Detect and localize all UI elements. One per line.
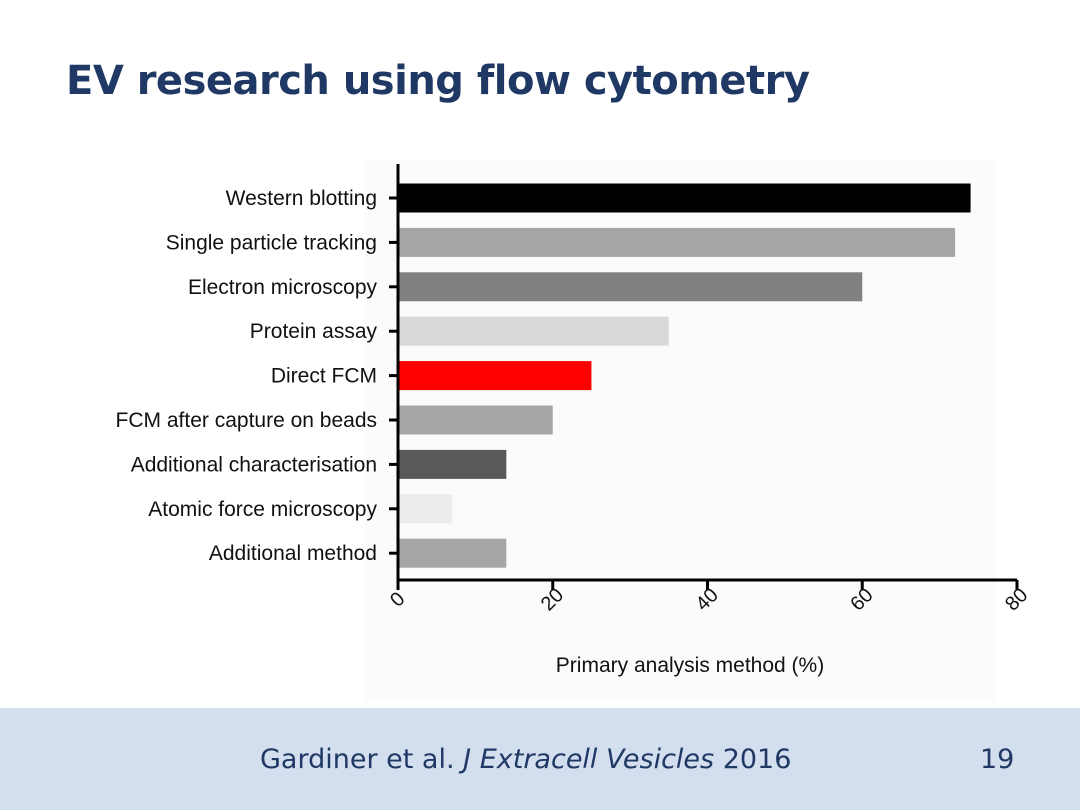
bar: [398, 538, 507, 568]
category-label: FCM after capture on beads: [116, 409, 377, 432]
category-label: Single particle tracking: [166, 231, 377, 254]
page-number: 19: [980, 744, 1015, 775]
bar: [398, 449, 507, 479]
citation-journal: J Extracell Vesicles: [463, 744, 715, 775]
bar: [398, 361, 592, 391]
category-label: Western blotting: [226, 187, 377, 210]
bar: [398, 227, 956, 257]
x-tick-label: 80: [1001, 584, 1032, 615]
category-label: Direct FCM: [271, 365, 377, 388]
category-label: Protein assay: [250, 320, 378, 343]
citation-authors: Gardiner et al.: [260, 744, 455, 775]
bar: [398, 183, 971, 213]
category-label: Additional characterisation: [131, 453, 377, 476]
citation: Gardiner et al. J Extracell Vesicles 201…: [260, 744, 791, 775]
category-label: Electron microscopy: [188, 276, 378, 299]
bar: [398, 494, 453, 524]
bar: [398, 405, 553, 435]
bar: [398, 272, 863, 302]
slide-title: EV research using flow cytometry: [66, 58, 810, 104]
citation-year: 2016: [722, 744, 792, 775]
footer-band: Gardiner et al. J Extracell Vesicles 201…: [0, 708, 1080, 810]
category-label: Atomic force microscopy: [148, 498, 377, 521]
bar-chart: Western blotting Single particle tracking…: [115, 164, 1033, 677]
x-axis-label: Primary analysis method (%): [556, 654, 824, 677]
category-label: Additional method: [209, 542, 377, 565]
bar: [398, 316, 669, 346]
